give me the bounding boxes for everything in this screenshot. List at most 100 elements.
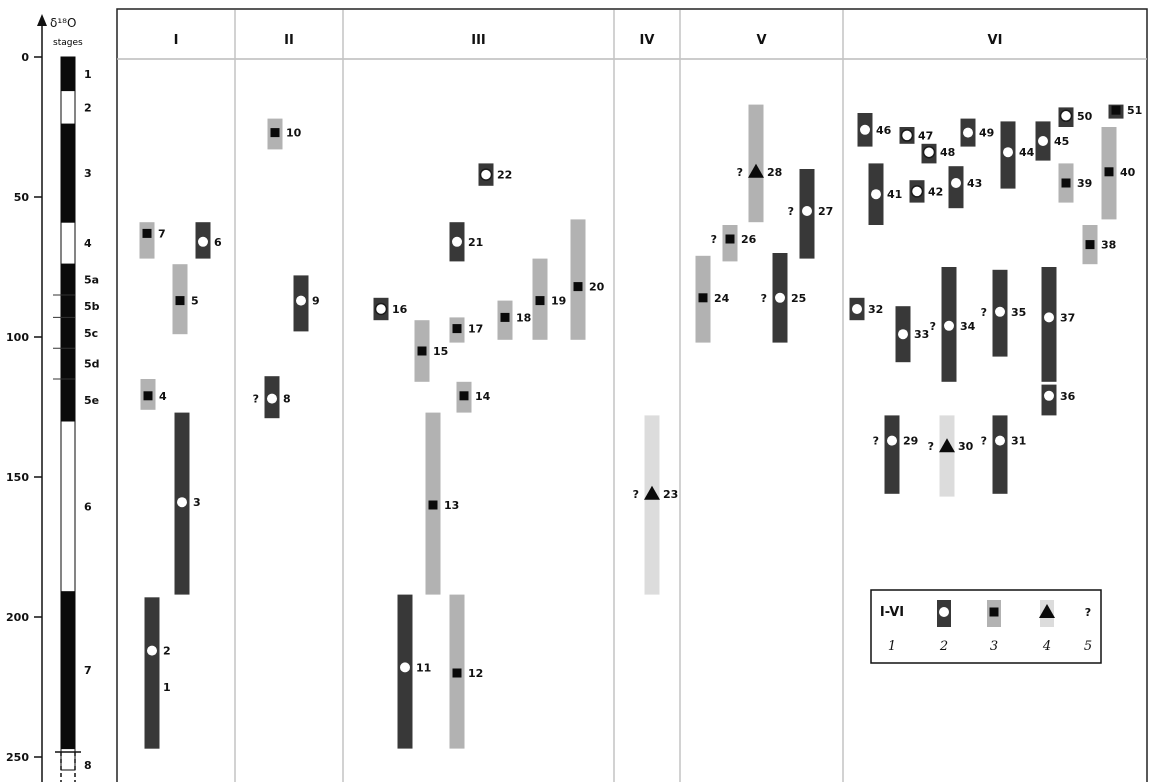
range-label: 36 (1060, 390, 1076, 403)
circle-marker (887, 435, 897, 446)
group-header-I: I (174, 33, 179, 48)
circle-marker (296, 295, 306, 306)
range-item-24: 24 (695, 255, 730, 343)
range-item-45: 45 (1035, 121, 1069, 161)
circle-marker (963, 127, 973, 138)
circle-marker (1044, 390, 1054, 401)
ring-marker (479, 168, 493, 181)
depth-axis: δ¹⁸O stages 0 50 100 150 200 250 (6, 14, 83, 782)
range-label: 37 (1060, 311, 1075, 324)
question-mark: ? (711, 233, 717, 246)
range-label: 13 (444, 499, 459, 512)
axis-title-sub: stages (53, 38, 83, 48)
stage-block-7 (60, 591, 76, 750)
circle-marker (995, 435, 1005, 446)
range-label: 51 (1127, 104, 1142, 117)
range-label: 14 (475, 390, 491, 403)
legend-item-1: I-VI 1 (880, 605, 904, 654)
range-item-44: 44 (1000, 121, 1035, 189)
range-label: 40 (1120, 166, 1136, 179)
range-item-29: 29? (873, 415, 918, 494)
square-marker (452, 668, 462, 678)
range-label: 31 (1011, 435, 1026, 448)
circle-marker (951, 178, 961, 188)
range-label: 38 (1101, 239, 1116, 252)
stage-block-3 (60, 123, 76, 223)
range-item-47: 47 (899, 127, 933, 144)
range-label: 32 (868, 303, 883, 316)
stage-block-5a (60, 263, 76, 296)
range-item-22: 22 (478, 163, 512, 186)
range-label: 3 (193, 496, 201, 509)
range-label: 1 (163, 681, 171, 694)
circle-marker (1038, 136, 1048, 146)
legend-item-2: 2 (937, 600, 951, 654)
range-item-28: 28? (737, 104, 782, 223)
range-item-10: 10 (267, 118, 302, 150)
range-label: 16 (392, 303, 408, 316)
range-item-35: 35? (981, 269, 1026, 357)
range-item-48: 48 (921, 143, 955, 164)
range-label: 23 (663, 488, 678, 501)
square-marker (270, 128, 280, 138)
question-mark: ? (873, 435, 879, 448)
ring-marker (1059, 109, 1073, 123)
circle-marker (944, 320, 954, 331)
range-item-32: 32 (849, 297, 883, 321)
range-label: 7 (158, 227, 166, 240)
range-bar (644, 415, 660, 595)
range-label: 5 (191, 295, 199, 308)
axis-title-main: δ¹⁸O (50, 16, 76, 30)
range-label: 2 (163, 645, 171, 658)
legend-caption: 4 (1042, 639, 1051, 654)
range-item-18: 18 (497, 300, 531, 340)
legend-symbol-text: I-VI (880, 605, 904, 620)
stage-label: 5d (84, 358, 100, 371)
stage-block-2 (60, 90, 76, 125)
square-marker (417, 346, 427, 356)
range-label: 50 (1077, 110, 1093, 123)
range-label: 34 (960, 320, 976, 333)
range-label: 35 (1011, 306, 1026, 319)
circle-marker (400, 662, 410, 673)
range-label: 21 (468, 236, 483, 249)
group-header-IV: IV (640, 33, 655, 48)
group-header-VI: VI (988, 33, 1003, 48)
range-item-39: 39 (1058, 163, 1092, 203)
square-marker (1061, 178, 1071, 188)
ring-marker (900, 129, 914, 142)
range-item-13: 13 (425, 412, 459, 595)
range-item-25: 25? (761, 253, 806, 343)
range-item-2: 2 (144, 597, 171, 749)
range-label: 28 (767, 166, 782, 179)
range-label: 9 (312, 295, 320, 308)
axis-tick-label: 100 (6, 331, 29, 344)
range-item-3: 3 (174, 412, 201, 595)
range-label: 26 (741, 233, 757, 246)
range-bar (939, 415, 955, 497)
circle-marker (267, 393, 277, 404)
range-item-38: 38 (1082, 225, 1116, 265)
range-item-6: 6 (195, 222, 222, 259)
range-item-20: 20 (570, 219, 605, 340)
question-mark: ? (981, 306, 987, 319)
axis-tick-label: 250 (6, 751, 29, 764)
range-label: 20 (589, 281, 605, 294)
circle-marker (860, 124, 870, 135)
question-mark: ? (761, 292, 767, 305)
axis-tick-label: 50 (14, 191, 30, 204)
circle-marker (871, 189, 881, 200)
range-item-51: 51 (1108, 104, 1142, 119)
range-label: 47 (918, 129, 933, 142)
stage-block-1 (60, 56, 76, 92)
stage-label: 1 (84, 68, 92, 81)
stage-label: 5e (84, 394, 99, 407)
range-bar (1041, 267, 1057, 382)
stage-label: 3 (84, 167, 92, 180)
circle-marker (147, 645, 157, 656)
table-panel (116, 8, 1148, 782)
question-mark: ? (633, 488, 639, 501)
legend-caption: 3 (990, 639, 998, 654)
